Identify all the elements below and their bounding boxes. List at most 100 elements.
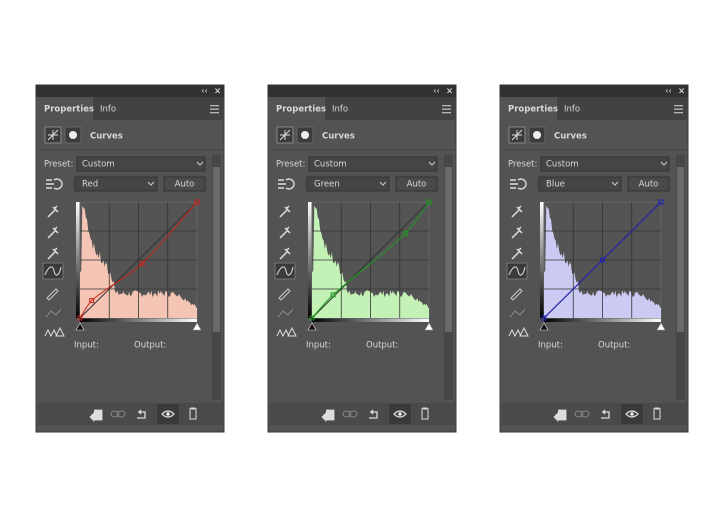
white-point-slider[interactable]: [192, 322, 202, 331]
smooth-tool[interactable]: [277, 308, 294, 318]
eyedropper-tool[interactable]: [511, 226, 523, 239]
auto-button[interactable]: [395, 176, 438, 192]
visibility-icon: [161, 410, 175, 418]
black-point-slider[interactable]: [75, 322, 85, 331]
preset-label: Preset:: [44, 160, 73, 170]
control-point[interactable]: [89, 298, 95, 304]
scroll-thumb[interactable]: [445, 167, 452, 332]
input-label: Input:: [306, 341, 331, 351]
tab-properties[interactable]: Properties: [44, 105, 94, 115]
channel-dropdown[interactable]: [74, 176, 158, 192]
menu-icon: [442, 112, 451, 114]
tab-properties[interactable]: Properties: [276, 105, 326, 115]
preset-label: Preset:: [276, 160, 305, 170]
delete-icon[interactable]: [421, 407, 429, 420]
clipping-warning-icon[interactable]: [508, 326, 529, 338]
eyedropper-tool[interactable]: [47, 205, 59, 218]
view-previous-icon[interactable]: [574, 410, 590, 418]
properties-panel: ‹‹ × Properties Info Curves Preset: Custom Red A…: [35, 84, 225, 433]
target-adjust-icon[interactable]: [278, 178, 295, 190]
delete-icon[interactable]: [653, 407, 661, 420]
curves-icon-glyph: [47, 129, 59, 141]
visibility-icon: [393, 410, 407, 418]
channel-dropdown[interactable]: [538, 176, 622, 192]
channel-value: Green: [314, 180, 340, 190]
reset-icon[interactable]: [601, 409, 610, 419]
view-previous-icon[interactable]: [342, 410, 358, 418]
input-label: Input:: [74, 341, 99, 351]
pencil-tool[interactable]: [46, 288, 59, 301]
view-previous-icon[interactable]: [110, 410, 126, 418]
black-point-slider[interactable]: [539, 322, 549, 331]
control-point[interactable]: [139, 260, 145, 266]
control-point[interactable]: [309, 315, 315, 321]
white-point-slider[interactable]: [424, 322, 434, 331]
eyedropper-tool[interactable]: [279, 205, 291, 218]
close-icon: ×: [678, 87, 685, 97]
pencil-tool[interactable]: [510, 288, 523, 301]
smooth-tool[interactable]: [509, 308, 526, 318]
dropdown-arrow: [196, 161, 204, 166]
clip-to-layer-icon[interactable]: [321, 409, 335, 422]
auto-button[interactable]: [627, 176, 670, 192]
control-point[interactable]: [77, 315, 83, 321]
tab-info[interactable]: Info: [332, 105, 348, 115]
reset-icon[interactable]: [137, 409, 146, 419]
tab-info[interactable]: Info: [100, 105, 116, 115]
black-point-slider[interactable]: [307, 322, 317, 331]
adjustment-title: Curves: [554, 132, 587, 142]
clipping-warning-icon[interactable]: [276, 326, 297, 338]
curve-line: [311, 201, 430, 319]
control-point[interactable]: [403, 230, 409, 236]
preset-dropdown[interactable]: [540, 156, 670, 172]
curves-icon-glyph: [511, 129, 523, 141]
control-point[interactable]: [600, 257, 605, 263]
smooth-tool[interactable]: [45, 308, 62, 318]
adjustment-title: Curves: [90, 132, 123, 142]
control-point[interactable]: [426, 199, 432, 205]
title-bar: [36, 85, 224, 97]
eyedropper-tool[interactable]: [279, 226, 291, 239]
auto-label[interactable]: Auto: [407, 180, 427, 190]
preset-dropdown[interactable]: [76, 156, 206, 172]
delete-icon[interactable]: [189, 407, 197, 420]
dropdown-arrow: [660, 161, 668, 166]
adjustment-title: Curves: [322, 132, 355, 142]
clipping-warning-icon[interactable]: [44, 326, 65, 338]
auto-label[interactable]: Auto: [175, 180, 195, 190]
target-adjust-icon[interactable]: [510, 178, 527, 190]
pencil-tool[interactable]: [278, 288, 291, 301]
clip-to-layer-icon[interactable]: [89, 409, 103, 422]
tab-active: [500, 97, 557, 120]
eyedropper-tool[interactable]: [47, 247, 59, 260]
eyedropper-tool[interactable]: [47, 226, 59, 239]
channel-dropdown[interactable]: [306, 176, 390, 192]
control-point[interactable]: [658, 199, 664, 205]
target-adjust-icon[interactable]: [46, 178, 63, 190]
scroll-thumb[interactable]: [677, 167, 684, 332]
control-point[interactable]: [330, 292, 336, 298]
clip-to-layer-icon[interactable]: [553, 409, 567, 422]
curve-tool-glyph: [276, 266, 294, 276]
curve-tool-glyph: [508, 266, 526, 276]
eyedropper-tool[interactable]: [511, 247, 523, 260]
preset-dropdown[interactable]: [308, 156, 438, 172]
scroll-thumb[interactable]: [213, 167, 220, 332]
reset-icon[interactable]: [369, 409, 378, 419]
auto-label[interactable]: Auto: [639, 180, 659, 190]
auto-button[interactable]: [163, 176, 206, 192]
visibility-pupil: [630, 412, 634, 416]
control-point[interactable]: [194, 199, 200, 205]
title-bar: [500, 85, 688, 97]
white-point-slider[interactable]: [656, 322, 666, 331]
output-label: Output:: [598, 341, 630, 351]
curve-line: [543, 201, 662, 319]
tab-properties[interactable]: Properties: [508, 105, 558, 115]
output-gradient: [80, 318, 197, 322]
eyedropper-tool[interactable]: [279, 247, 291, 260]
eyedropper-tool[interactable]: [511, 205, 523, 218]
input-gradient: [308, 202, 312, 318]
tab-info[interactable]: Info: [564, 105, 580, 115]
control-point[interactable]: [541, 315, 547, 321]
